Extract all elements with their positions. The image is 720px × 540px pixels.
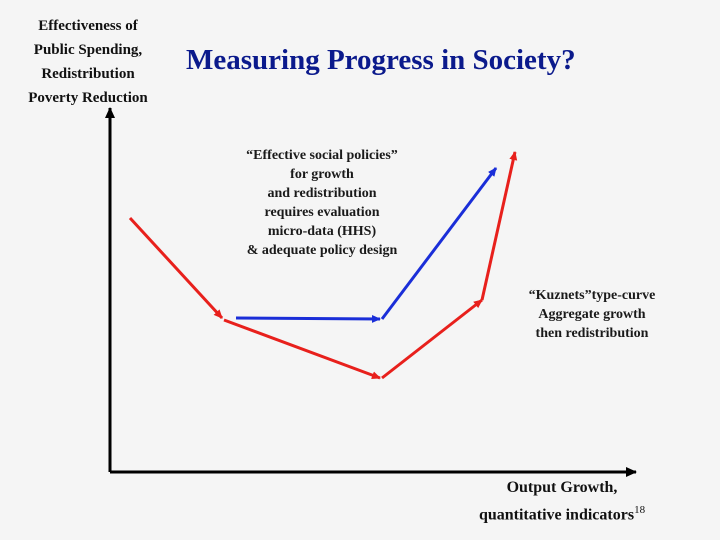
red-curve-segment-2	[223, 318, 381, 380]
y-axis-label-line: Redistribution	[41, 66, 135, 82]
blue-curve-segment-2	[380, 167, 498, 320]
y-axis-label: Effectiveness of Public Spending, Redist…	[4, 14, 172, 110]
kuznets-annotation-line: “Kuznets”type-curve	[528, 288, 656, 303]
red-curve-segment-4	[480, 151, 518, 301]
red-curve-segment-3	[381, 298, 483, 380]
x-axis-label-text: quantitative indicators	[478, 506, 635, 524]
blue-curve-segment-1	[235, 314, 381, 323]
y-axis-label-line: Effectiveness of	[38, 18, 138, 34]
policy-annotation-line: micro-data (HHS)	[267, 224, 377, 239]
kuznets-annotation: “Kuznets”type-curve Aggregate growth the…	[492, 286, 692, 343]
slide-title: Measuring Progress in Society?	[186, 44, 576, 76]
policy-annotation-line: and redistribution	[267, 186, 377, 201]
policy-annotation-line: & adequate policy design	[246, 243, 398, 258]
x-axis-label: Output Growth, quantitative indicators18	[452, 477, 672, 526]
x-axis-label-line: Output Growth,	[506, 479, 618, 496]
red-curve-segment-1	[128, 216, 224, 320]
policy-annotation: “Effective social policies” for growth a…	[212, 146, 432, 260]
kuznets-annotation-line: then redistribution	[535, 326, 649, 341]
policy-annotation-line: “Effective social policies”	[246, 148, 398, 163]
kuznets-annotation-line: Aggregate growth	[538, 307, 646, 322]
y-axis-label-line: Public Spending,	[33, 42, 143, 58]
policy-annotation-line: requires evaluation	[264, 205, 380, 220]
y-axis-label-line: Poverty Reduction	[28, 90, 148, 106]
slide-number: 18	[634, 504, 646, 516]
x-axis-label-line: quantitative indicators18	[452, 499, 672, 526]
policy-annotation-line: for growth	[290, 167, 354, 182]
